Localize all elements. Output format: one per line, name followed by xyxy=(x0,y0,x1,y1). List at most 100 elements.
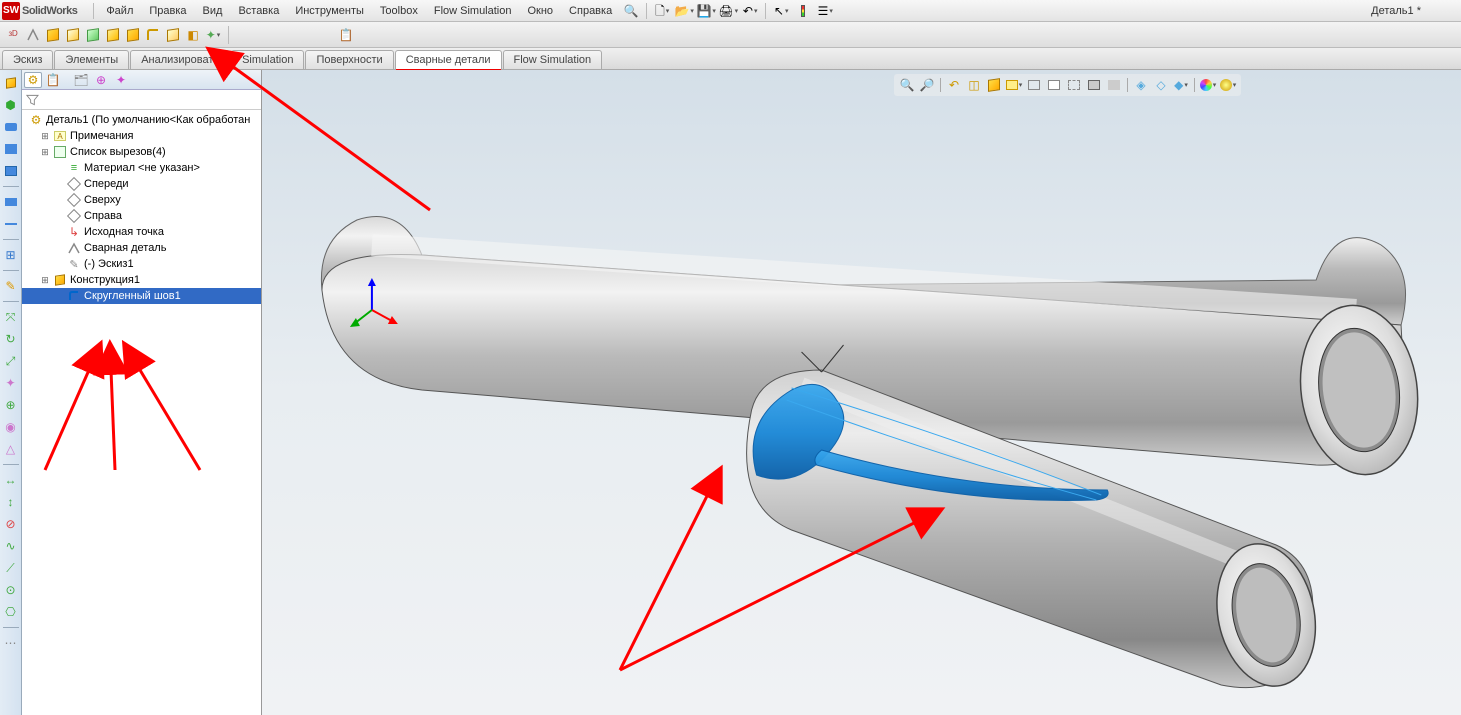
dim4-icon[interactable]: ∿ xyxy=(2,537,20,555)
tree-label: (-) Эскиз1 xyxy=(84,258,134,270)
cut-list-button[interactable]: ◧ xyxy=(184,26,202,44)
dim7-icon[interactable]: ⎔ xyxy=(2,603,20,621)
dim-icon[interactable]: ↔ xyxy=(2,471,20,489)
scale-icon[interactable]: ⤢ xyxy=(2,352,20,370)
weld-bead-button[interactable] xyxy=(164,26,182,44)
tab-label: Simulation xyxy=(242,54,293,66)
open-button[interactable]: 📂 xyxy=(675,2,693,20)
menu-flowsim[interactable]: Flow Simulation xyxy=(426,2,520,20)
tab-simulation[interactable]: Simulation xyxy=(231,50,304,69)
separator xyxy=(228,26,229,44)
tree-label: Сверху xyxy=(84,194,121,206)
pattern-icon[interactable]: ⊕ xyxy=(2,396,20,414)
mirror-icon[interactable]: ✦ xyxy=(2,374,20,392)
weld-options-button[interactable]: ✦ xyxy=(204,26,222,44)
rotate-icon[interactable]: ↻ xyxy=(2,330,20,348)
feature-tree-panel: ⚙ 📋 🗂 ⊕ ✦ ⚙ Деталь1 (По умолчанию<Как об… xyxy=(22,70,262,715)
search-icon[interactable]: 🔍 xyxy=(622,2,640,20)
surfaces-pane-icon[interactable] xyxy=(2,140,20,158)
end-cap-button[interactable] xyxy=(124,26,142,44)
grid-pane-icon[interactable]: ⊞ xyxy=(2,246,20,264)
move-icon[interactable]: ⤧ xyxy=(2,308,20,326)
fillet-bead-button[interactable] xyxy=(144,26,162,44)
save-button[interactable]: 💾 xyxy=(697,2,715,20)
structural-member-button[interactable] xyxy=(44,26,62,44)
tree-node[interactable]: ↳Исходная точка xyxy=(22,224,261,240)
menu-edit[interactable]: Правка xyxy=(141,2,194,20)
document-title: Деталь1 * xyxy=(1371,5,1421,17)
tab-flowsim[interactable]: Flow Simulation xyxy=(503,50,603,69)
menu-help[interactable]: Справка xyxy=(561,2,620,20)
dim2-icon[interactable]: ↕ xyxy=(2,493,20,511)
tree-node[interactable]: Сверху xyxy=(22,192,261,208)
tree-node[interactable]: ≡Материал <не указан> xyxy=(22,160,261,176)
menu-view[interactable]: Вид xyxy=(195,2,231,20)
tree-node[interactable]: Справа xyxy=(22,208,261,224)
menu-window[interactable]: Окно xyxy=(519,2,561,20)
tab-label: Анализировать xyxy=(141,54,219,66)
tree-label: Исходная точка xyxy=(84,226,164,238)
tree-node[interactable]: ⊞Конструкция1 xyxy=(22,272,261,288)
part-pane-icon[interactable]: ⬢ xyxy=(2,96,20,114)
expand-icon[interactable]: ⊞ xyxy=(40,131,50,142)
tab-label: Эскиз xyxy=(13,54,42,66)
sheet-pane-icon[interactable] xyxy=(2,162,20,180)
tree-node[interactable]: ✎(-) Эскиз1 xyxy=(22,256,261,272)
gusset-button[interactable] xyxy=(104,26,122,44)
options-button[interactable]: ☰ xyxy=(816,2,834,20)
tree-node[interactable]: ⊞AПримечания xyxy=(22,128,261,144)
tree-node[interactable]: Спереди xyxy=(22,176,261,192)
tab-evaluate[interactable]: Анализировать xyxy=(130,50,230,69)
tree-root[interactable]: ⚙ Деталь1 (По умолчанию<Как обработан xyxy=(22,112,261,128)
select-button[interactable]: ↖ xyxy=(772,2,790,20)
dimtab-icon[interactable]: ⊕ xyxy=(92,72,110,88)
tree-label: Примечания xyxy=(70,130,134,142)
tree-filter-input[interactable] xyxy=(43,94,257,106)
feature-tree-tab-icon[interactable]: ⚙ xyxy=(24,72,42,88)
tree-node[interactable]: Скругленный шов1 xyxy=(22,288,261,304)
weldment-button[interactable] xyxy=(24,26,42,44)
trim-extend-button[interactable] xyxy=(64,26,82,44)
extrude-boss-button[interactable] xyxy=(84,26,102,44)
features-pane-icon[interactable] xyxy=(2,74,20,92)
config-tab-icon[interactable]: 🗂 xyxy=(72,72,90,88)
dim5-icon[interactable]: ⟋ xyxy=(2,559,20,577)
menu-insert[interactable]: Вставка xyxy=(230,2,287,20)
tree-label: Материал <не указан> xyxy=(84,162,200,174)
tab-weldments[interactable]: Сварные детали xyxy=(395,50,502,69)
tree-node[interactable]: Сварная деталь xyxy=(22,240,261,256)
cutlist-icon xyxy=(53,145,67,159)
sketch-pane-icon[interactable]: ✎ xyxy=(2,277,20,295)
separator xyxy=(3,627,19,628)
main-area: ⬢ ⊞ ✎ ⤧ ↻ ⤢ ✦ ⊕ ◉ △ ↔ ↕ ⊘ ∿ ⟋ ⊙ ⎔ ⋯ ⚙ 📋 xyxy=(0,70,1461,715)
view-pane-icon[interactable] xyxy=(2,118,20,136)
traffic-light-icon[interactable] xyxy=(794,2,812,20)
line-pane-icon[interactable] xyxy=(2,215,20,233)
menu-tools[interactable]: Инструменты xyxy=(287,2,372,20)
new-doc-button[interactable]: 🗋 xyxy=(653,2,671,20)
menu-toolbox[interactable]: Toolbox xyxy=(372,2,426,20)
tree-node[interactable]: ⊞Список вырезов(4) xyxy=(22,144,261,160)
property-tab-icon[interactable]: 📋 xyxy=(44,72,62,88)
snap2-icon[interactable]: △ xyxy=(2,440,20,458)
display-pane-icon[interactable] xyxy=(2,193,20,211)
graphics-viewport[interactable]: 🔍 🔎 ↶ ◫ ◈ ◇ ◆ xyxy=(262,70,1461,715)
model-svg xyxy=(262,70,1461,715)
misc-icon[interactable]: ⋯ xyxy=(2,634,20,652)
feature-tree[interactable]: ⚙ Деталь1 (По умолчанию<Как обработан ⊞A… xyxy=(22,110,261,715)
displaytab-icon[interactable]: ✦ xyxy=(112,72,130,88)
dim6-icon[interactable]: ⊙ xyxy=(2,581,20,599)
expand-icon[interactable]: ⊞ xyxy=(40,147,50,158)
print-button[interactable]: 🖨 xyxy=(719,2,737,20)
snap1-icon[interactable]: ◉ xyxy=(2,418,20,436)
tab-features[interactable]: Элементы xyxy=(54,50,129,69)
dim3-icon[interactable]: ⊘ xyxy=(2,515,20,533)
tab-sketch[interactable]: Эскиз xyxy=(2,50,53,69)
menu-file[interactable]: Файл xyxy=(98,2,141,20)
expand-icon[interactable]: ⊞ xyxy=(40,275,50,286)
tab-surfaces[interactable]: Поверхности xyxy=(305,50,393,69)
3dsketch-button[interactable]: ᵌᴰ xyxy=(4,26,22,44)
undo-button[interactable]: ↶ xyxy=(741,2,759,20)
tree-tabs: ⚙ 📋 🗂 ⊕ ✦ xyxy=(22,70,261,90)
paste-button[interactable]: 📋 xyxy=(337,26,355,44)
